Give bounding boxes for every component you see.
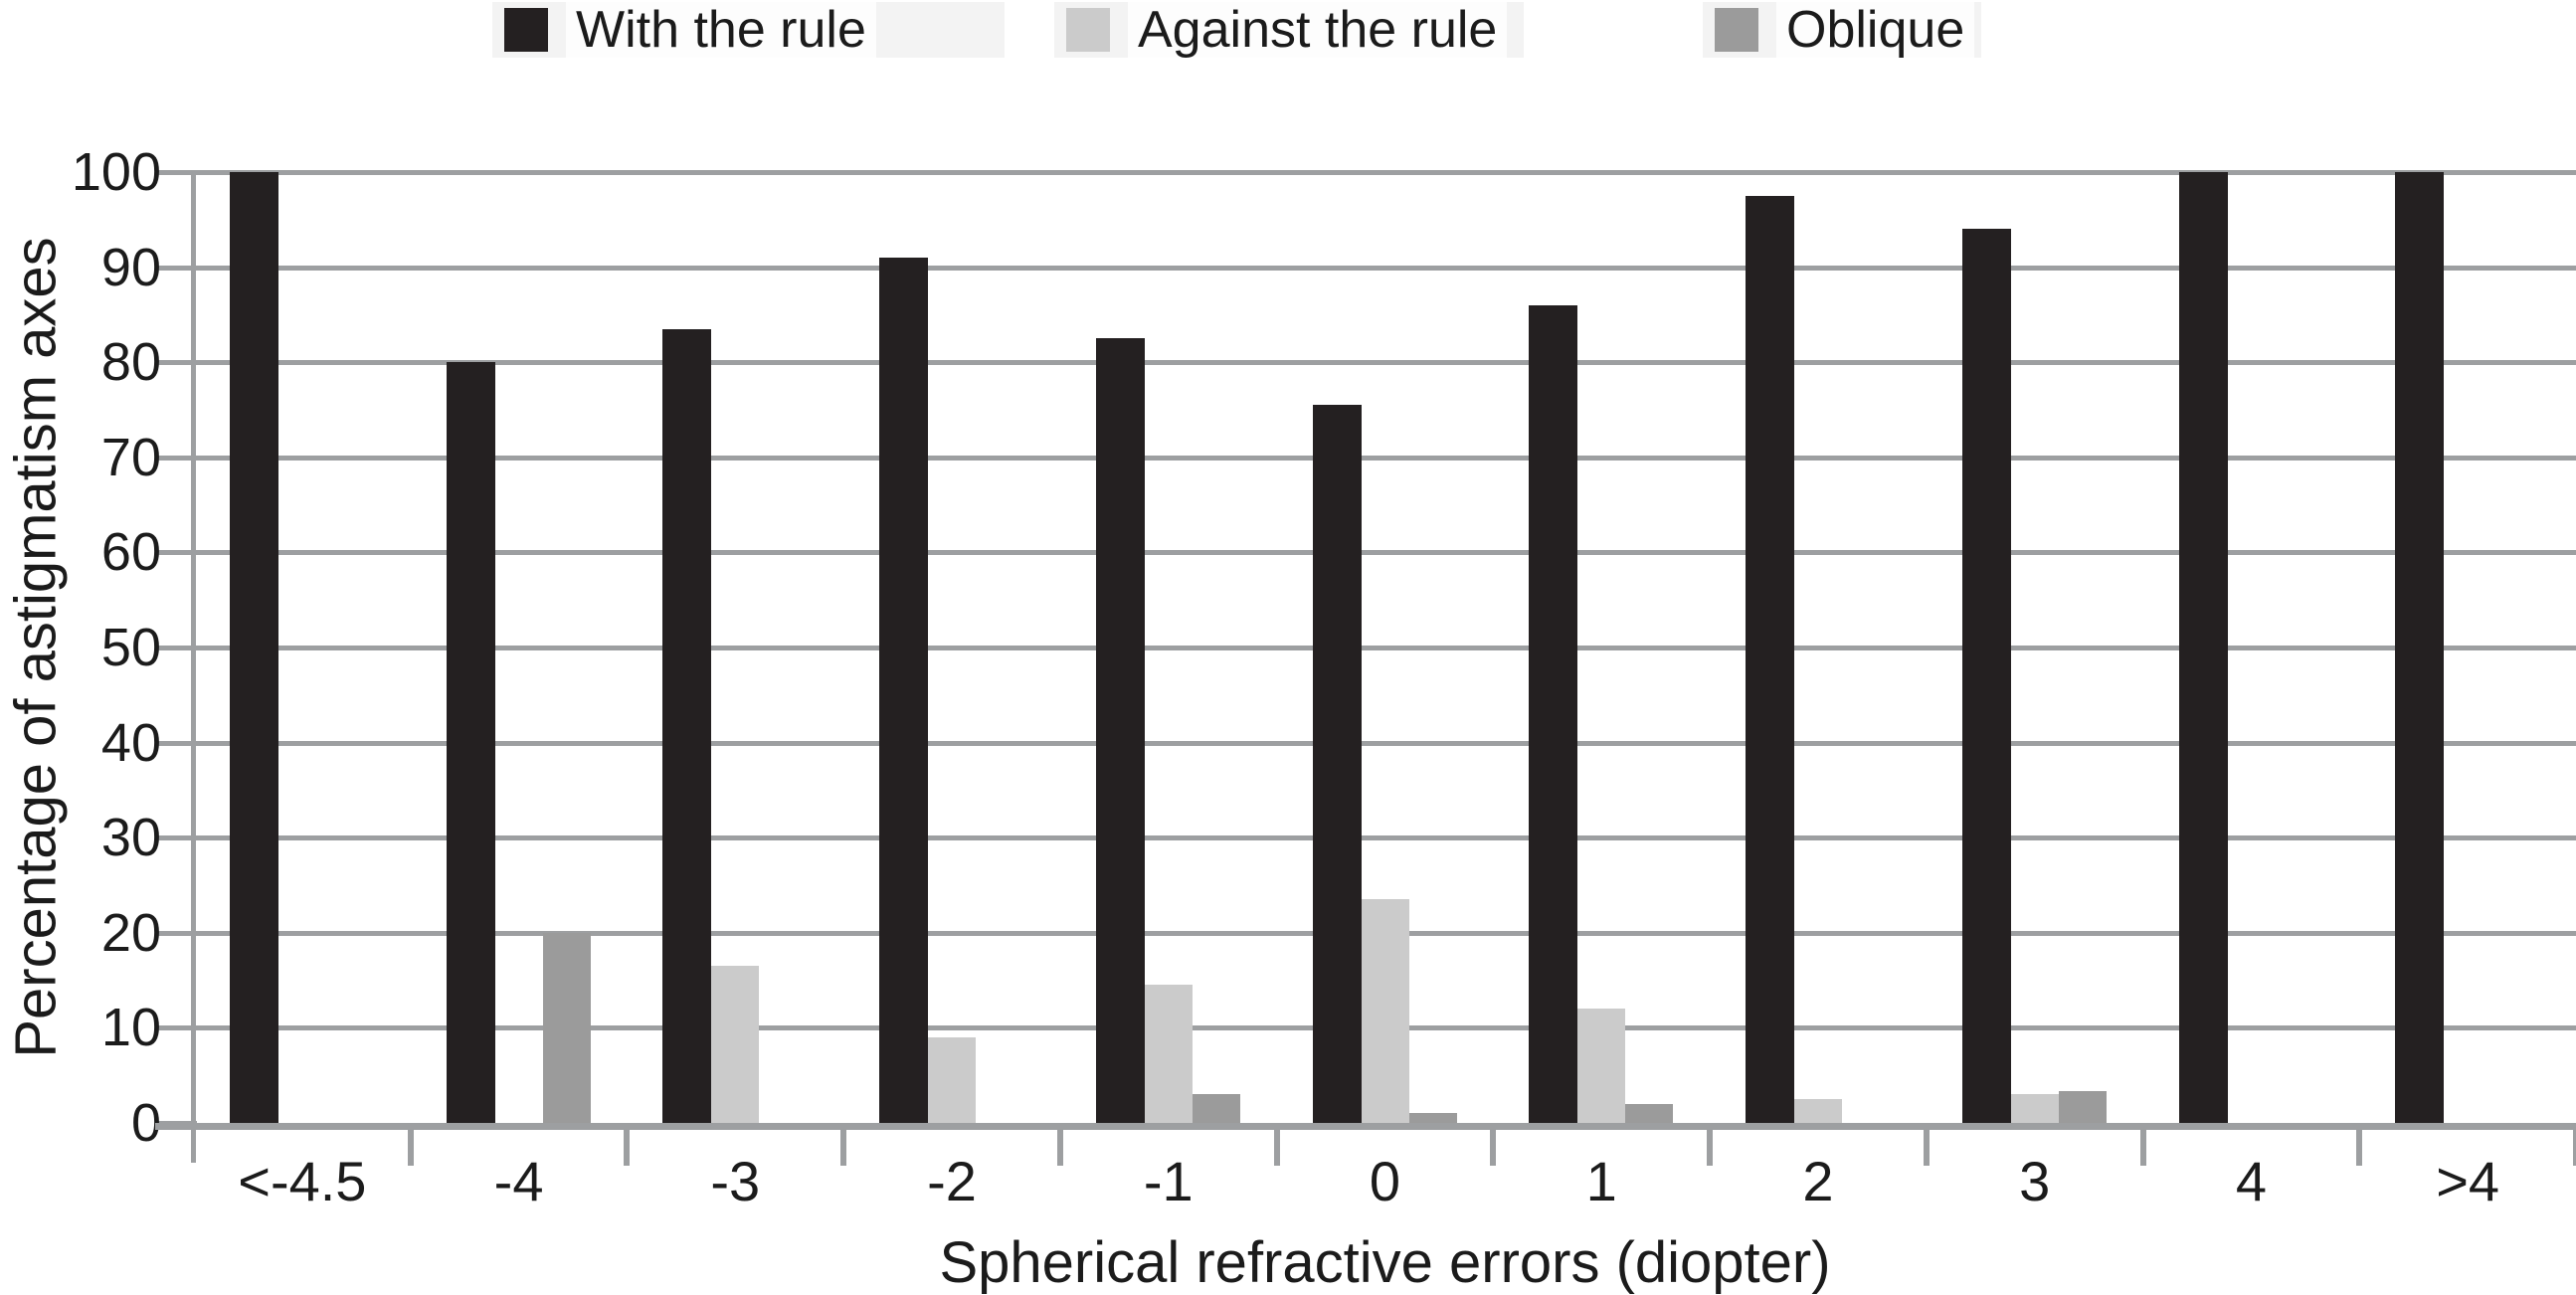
y-tick-20	[155, 930, 197, 936]
y-axis-title: Percentage of astigmatism axes	[3, 237, 69, 1058]
y-tick-label-10: 10	[100, 998, 161, 1058]
y-tick-label-30: 30	[100, 808, 161, 868]
x-tick-3	[840, 1128, 847, 1166]
bar-with-the-rule-cat-6	[1529, 304, 1578, 1123]
bar-with-the-rule-cat-10	[2395, 172, 2445, 1123]
x-tick-9	[2139, 1128, 2146, 1166]
bar-oblique-cat-5	[1408, 1113, 1457, 1123]
x-cat-label-7: 2	[1802, 1150, 1834, 1212]
gridline-y-50	[194, 646, 2576, 650]
x-tick-6	[1490, 1128, 1497, 1166]
x-cat-label-1: -4	[493, 1150, 544, 1212]
bar-with-the-rule-cat-1	[446, 362, 495, 1123]
bar-against-the-rule-cat-3	[928, 1036, 977, 1123]
bar-oblique-cat-4	[1192, 1094, 1240, 1123]
x-axis-title: Spherical refractive errors (diopter)	[939, 1230, 1831, 1295]
x-tick-11	[2573, 1128, 2576, 1166]
bar-against-the-rule-cat-2	[711, 966, 760, 1123]
gridline-y-30	[194, 835, 2576, 841]
bar-with-the-rule-cat-7	[1746, 195, 1795, 1123]
legend-item-oblique: Oblique	[1703, 2, 1981, 58]
x-cat-label-10: >4	[2436, 1150, 2500, 1212]
bar-with-the-rule-cat-5	[1312, 405, 1362, 1123]
bar-oblique-cat-6	[1625, 1103, 1674, 1123]
bar-against-the-rule-cat-8	[2010, 1094, 2059, 1123]
y-tick-30	[155, 835, 197, 841]
legend-item-with-the-rule: With the rule	[492, 2, 1005, 58]
y-tick-50	[155, 646, 197, 650]
bar-with-the-rule-cat-8	[1961, 229, 2011, 1123]
gridline-y-60	[194, 550, 2576, 556]
y-tick-80	[155, 360, 197, 366]
y-tick-70	[155, 455, 197, 461]
y-axis-line	[191, 172, 196, 1163]
y-tick-40	[155, 740, 197, 746]
y-tick-10	[155, 1025, 197, 1031]
x-cat-label-5: 0	[1369, 1150, 1401, 1212]
legend-label: Oblique	[1776, 2, 1975, 58]
legend-item-against-the-rule: Against the rule	[1054, 2, 1524, 58]
x-cat-label-8: 3	[2019, 1150, 2051, 1212]
bar-with-the-rule-cat-0	[230, 172, 278, 1123]
x-cat-label-3: -2	[927, 1150, 977, 1212]
y-tick-60	[155, 550, 197, 556]
y-tick-90	[155, 265, 197, 271]
bar-with-the-rule-cat-9	[2178, 172, 2228, 1123]
y-tick-label-70: 70	[100, 427, 161, 487]
bar-with-the-rule-cat-3	[879, 258, 929, 1123]
y-tick-label-50: 50	[100, 618, 161, 677]
x-cat-label-9: 4	[2235, 1150, 2267, 1212]
gridline-y-70	[194, 455, 2576, 461]
x-tick-8	[1923, 1128, 1930, 1166]
legend-label: With the rule	[566, 2, 876, 58]
bar-with-the-rule-cat-4	[1095, 338, 1145, 1123]
x-cat-label-4: -1	[1143, 1150, 1194, 1212]
x-cat-label-0: <-4.5	[238, 1150, 367, 1212]
bar-oblique-cat-1	[542, 932, 591, 1123]
bar-against-the-rule-cat-5	[1361, 899, 1409, 1123]
x-axis-line	[155, 1123, 2576, 1130]
x-tick-1	[407, 1128, 414, 1166]
x-tick-5	[1273, 1128, 1280, 1166]
x-tick-2	[624, 1128, 631, 1166]
y-tick-label-60: 60	[100, 522, 161, 583]
gridline-y-40	[194, 740, 2576, 746]
y-tick-label-80: 80	[100, 332, 161, 393]
bar-against-the-rule-cat-7	[1794, 1099, 1843, 1123]
y-tick-100	[155, 170, 197, 175]
bar-against-the-rule-cat-6	[1577, 1009, 1626, 1123]
bar-oblique-cat-8	[2058, 1091, 2107, 1123]
gridline-y-100	[194, 170, 2576, 175]
y-tick-label-0: 0	[130, 1093, 161, 1153]
bar-with-the-rule-cat-2	[662, 328, 712, 1123]
y-tick-label-90: 90	[100, 237, 161, 297]
gridline-y-90	[194, 265, 2576, 271]
x-tick-4	[1056, 1128, 1063, 1166]
legend-swatch-against-the-rule	[1066, 8, 1110, 52]
legend-swatch-with-the-rule	[504, 8, 548, 52]
y-tick-label-40: 40	[100, 712, 161, 773]
y-tick-label-20: 20	[100, 902, 161, 963]
x-cat-label-6: 1	[1585, 1150, 1617, 1212]
x-tick-7	[1707, 1128, 1714, 1166]
x-cat-label-2: -3	[710, 1150, 761, 1212]
x-tick-10	[2356, 1128, 2363, 1166]
legend-label: Against the rule	[1128, 2, 1508, 58]
gridline-y-80	[194, 360, 2576, 366]
y-tick-label-100: 100	[71, 142, 161, 202]
bar-against-the-rule-cat-4	[1144, 985, 1193, 1123]
legend-swatch-oblique	[1715, 8, 1758, 52]
